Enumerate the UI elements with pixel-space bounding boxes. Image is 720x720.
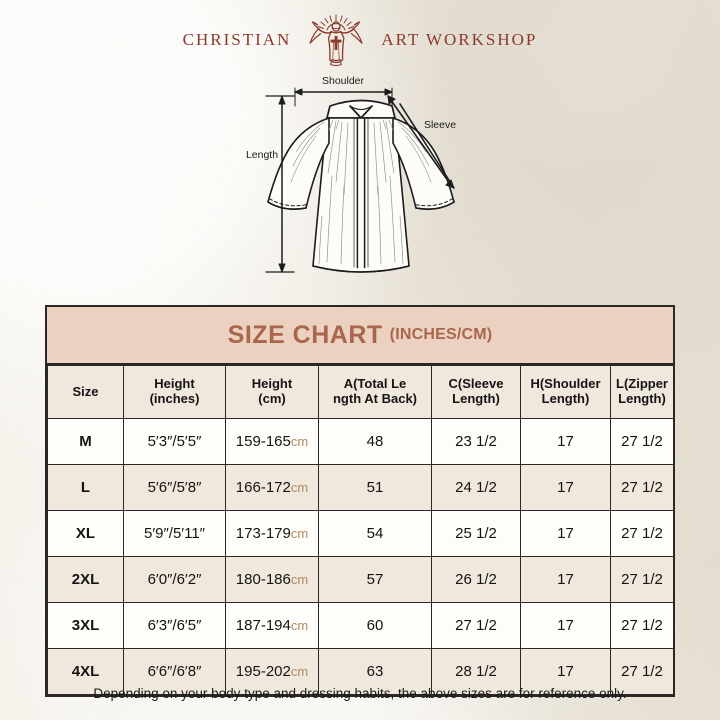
table-row: 2XL 6′0″/6′2″ 180-186cm 57 26 1/2 17 27 … — [47, 556, 674, 603]
cell-height-cm: 173-179cm — [225, 510, 319, 557]
cell-height-inches: 6′3″/6′5″ — [123, 602, 226, 649]
cell-size: 2XL — [47, 556, 124, 603]
cell-shoulder-length: 17 — [520, 464, 611, 511]
diagram-label-sleeve: Sleeve — [424, 119, 456, 131]
cell-shoulder-length: 17 — [520, 418, 611, 465]
cell-shoulder-length: 17 — [520, 602, 611, 649]
cell-total-length-at-back: 51 — [318, 464, 432, 511]
cell-sleeve-length: 28 1/2 — [431, 648, 521, 695]
cell-total-length-at-back: 60 — [318, 602, 432, 649]
cell-sleeve-length: 24 1/2 — [431, 464, 521, 511]
cell-total-length-at-back: 48 — [318, 418, 432, 465]
brand-word-left: CHRISTIAN — [182, 30, 292, 49]
table-row: M 5′3″/5′5″ 159-165cm 48 23 1/2 17 27 1/… — [47, 418, 674, 465]
brand-header: CHRISTIAN — [0, 14, 720, 66]
column-header-total-length-at-back: A(Total Le ngth At Back) — [318, 365, 432, 419]
cell-height-inches: 5′3″/5′5″ — [123, 418, 226, 465]
cell-sleeve-length: 26 1/2 — [431, 556, 521, 603]
size-chart-table: Size Height (inches) Height (cm) A(Total… — [47, 365, 674, 695]
size-chart-title-units: (INCHES/CM) — [389, 326, 493, 343]
cell-height-cm: 159-165cm — [225, 418, 319, 465]
size-chart-disclaimer: Depending on your body type and dressing… — [93, 686, 627, 701]
clergy-robe-diagram: Shoulder Length Sleeve — [232, 66, 490, 296]
table-row: L 5′6″/5′8″ 166-172cm 51 24 1/2 17 27 1/… — [47, 464, 674, 511]
cell-total-length-at-back: 57 — [318, 556, 432, 603]
cell-shoulder-length: 17 — [520, 556, 611, 603]
cell-size: 3XL — [47, 602, 124, 649]
cell-height-inches: 5′9″/5′11″ — [123, 510, 226, 557]
diagram-label-shoulder: Shoulder — [322, 75, 365, 87]
size-chart-title: SIZE CHART — [227, 320, 383, 349]
cell-height-cm: 195-202cm — [225, 648, 319, 695]
cell-height-cm: 187-194cm — [225, 602, 319, 649]
cell-height-inches: 6′6″/6′8″ — [123, 648, 226, 695]
cell-height-cm: 180-186cm — [225, 556, 319, 603]
size-chart: SIZE CHART (INCHES/CM) Size Height (inch… — [45, 305, 675, 697]
table-row: 3XL 6′3″/6′5″ 187-194cm 60 27 1/2 17 27 … — [47, 602, 674, 649]
table-row: 4XL 6′6″/6′8″ 195-202cm 63 28 1/2 17 27 … — [47, 648, 674, 695]
cell-zipper-length: 27 1/2 — [610, 418, 674, 465]
cell-total-length-at-back: 54 — [318, 510, 432, 557]
column-header-zipper-length: L(Zipper Length) — [610, 365, 674, 419]
cell-zipper-length: 27 1/2 — [610, 602, 674, 649]
cell-zipper-length: 27 1/2 — [610, 510, 674, 557]
column-header-sleeve-length: C(Sleeve Length) — [431, 365, 521, 419]
cell-size: M — [47, 418, 124, 465]
cell-size: XL — [47, 510, 124, 557]
column-header-shoulder-length: H(Shoulder Length) — [520, 365, 611, 419]
cell-sleeve-length: 25 1/2 — [431, 510, 521, 557]
cell-height-inches: 5′6″/5′8″ — [123, 464, 226, 511]
cell-sleeve-length: 27 1/2 — [431, 602, 521, 649]
cell-shoulder-length: 17 — [520, 648, 611, 695]
table-row: XL 5′9″/5′11″ 173-179cm 54 25 1/2 17 27 … — [47, 510, 674, 557]
cell-size: L — [47, 464, 124, 511]
risen-christ-logo-icon — [309, 14, 363, 66]
table-header-row: Size Height (inches) Height (cm) A(Total… — [47, 365, 674, 419]
cell-height-cm: 166-172cm — [225, 464, 319, 511]
cell-zipper-length: 27 1/2 — [610, 556, 674, 603]
column-header-size: Size — [47, 365, 124, 419]
cell-zipper-length: 27 1/2 — [610, 648, 674, 695]
cell-total-length-at-back: 63 — [318, 648, 432, 695]
brand-word-right: ART WORKSHOP — [381, 30, 538, 49]
cell-height-inches: 6′0″/6′2″ — [123, 556, 226, 603]
cell-shoulder-length: 17 — [520, 510, 611, 557]
cell-size: 4XL — [47, 648, 124, 695]
column-header-height-inches: Height (inches) — [123, 365, 226, 419]
column-header-height-cm: Height (cm) — [225, 365, 319, 419]
cell-zipper-length: 27 1/2 — [610, 464, 674, 511]
diagram-label-length: Length — [246, 149, 278, 161]
cell-sleeve-length: 23 1/2 — [431, 418, 521, 465]
size-chart-title-bar: SIZE CHART (INCHES/CM) — [47, 307, 673, 365]
